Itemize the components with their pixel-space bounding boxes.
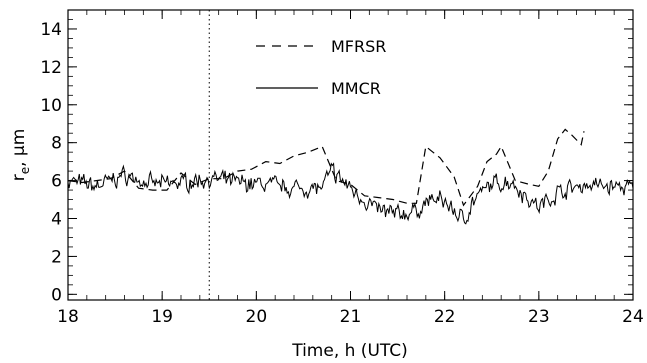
y-tick-label: 6 [51, 172, 62, 192]
x-tick-label: 19 [151, 307, 173, 327]
y-tick-label: 8 [51, 134, 62, 154]
x-tick-label: 24 [622, 307, 644, 327]
y-axis-label: re, μm [9, 129, 32, 182]
x-tick-label: 20 [246, 307, 268, 327]
series-mfrsr-line [67, 128, 585, 207]
x-tick-labels: 18 19 20 21 22 23 24 [57, 307, 644, 327]
x-tick-label: 21 [340, 307, 362, 327]
legend-mfrsr-label: MFRSR [331, 37, 386, 56]
y-tick-labels: 0 2 4 6 8 10 12 14 [40, 20, 62, 305]
x-tick-label: 22 [434, 307, 456, 327]
x-axis-label: Time, h (UTC) [291, 341, 408, 361]
series-mmcr-line [67, 162, 634, 225]
y-tick-label: 0 [51, 285, 62, 305]
y-axis-label-unit: , μm [9, 129, 29, 167]
x-tick-label: 18 [57, 307, 79, 327]
series-layer [67, 128, 634, 225]
y-tick-label: 10 [40, 96, 62, 116]
y-tick-label: 4 [51, 209, 62, 229]
y-axis-label-main: r [9, 174, 29, 181]
y-tick-label: 12 [40, 58, 62, 78]
y-axis-label-subscript: e [18, 167, 32, 174]
legend-mmcr-label: MMCR [331, 79, 381, 98]
y-tick-label: 2 [51, 247, 62, 267]
major-ticks [67, 10, 634, 300]
x-tick-label: 23 [528, 307, 550, 327]
y-tick-label: 14 [40, 20, 62, 40]
legend: MFRSR MMCR [256, 37, 386, 98]
